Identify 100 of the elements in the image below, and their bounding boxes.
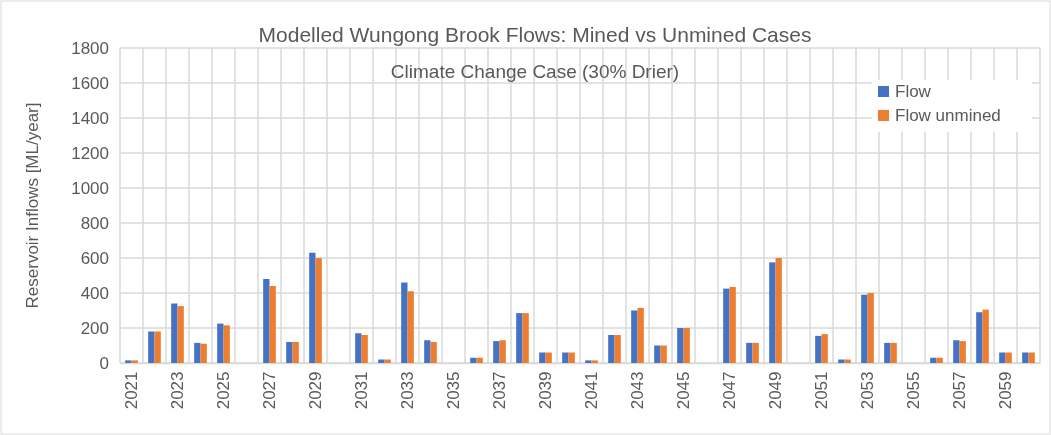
text: Climate Change Case (30% Drier): [390, 61, 680, 82]
bar: [660, 345, 667, 363]
bar: [407, 291, 414, 363]
bar: [148, 331, 155, 363]
bar: [378, 359, 385, 363]
bar: [775, 258, 782, 363]
bar: [125, 360, 132, 363]
bar: [884, 342, 891, 363]
bar: [999, 352, 1006, 363]
x-tick-label: 2027: [259, 371, 279, 410]
bar: [861, 294, 868, 363]
x-tick-label: 2025: [213, 371, 233, 410]
bar: [355, 333, 362, 363]
bar: [890, 342, 897, 363]
bar: [539, 352, 546, 363]
y-tick-label: 800: [80, 213, 109, 233]
legend-label: Flow unmined: [895, 106, 1001, 125]
bar: [867, 293, 874, 363]
y-tick-label: 1600: [71, 73, 109, 93]
bar: [654, 345, 661, 363]
bar: [177, 306, 184, 363]
bar: [769, 262, 776, 363]
bar: [309, 252, 316, 363]
bar: [263, 279, 270, 363]
bar: [1005, 352, 1012, 363]
bar: [361, 335, 368, 363]
x-tick-label: 2021: [121, 371, 141, 410]
bar: [752, 342, 759, 363]
bar: [522, 313, 529, 363]
bar: [493, 341, 500, 363]
bar: [286, 342, 293, 363]
bar: [269, 286, 276, 363]
bar: [499, 340, 506, 363]
bar: [723, 288, 730, 363]
bar: [430, 342, 437, 363]
y-tick-label: 1200: [71, 143, 109, 163]
x-tick-label: 2059: [995, 371, 1015, 410]
x-tick-label: 2031: [351, 371, 371, 410]
y-tick-label: 1400: [71, 108, 109, 128]
legend-label: Flow: [895, 82, 932, 101]
bar: [838, 359, 845, 363]
bar: [568, 352, 575, 363]
x-tick-label: 2035: [443, 371, 463, 410]
x-tick-label: 2039: [535, 371, 555, 410]
bar: [729, 286, 736, 363]
x-tick-label: 2049: [765, 371, 785, 410]
bar: [683, 328, 690, 363]
bar: [631, 310, 638, 363]
bar: [976, 312, 983, 363]
x-tick-label: 2023: [167, 371, 187, 410]
x-tick-label: 2029: [305, 371, 325, 410]
bar: [746, 342, 753, 363]
bar: [815, 335, 822, 363]
bar: [171, 303, 178, 363]
y-tick-label: 400: [80, 283, 109, 303]
bar: [470, 357, 477, 363]
bar: [982, 309, 989, 363]
x-tick-label: 2051: [811, 371, 831, 410]
y-tick-label: 200: [80, 318, 109, 338]
bar: [1028, 352, 1035, 363]
x-tick-label: 2037: [489, 371, 509, 410]
x-tick-label: 2047: [719, 371, 739, 410]
bar: [953, 340, 960, 363]
bar: [936, 357, 943, 363]
bar: [131, 360, 138, 363]
y-tick-label: 1800: [71, 38, 109, 58]
bar: [677, 328, 684, 363]
x-tick-label: 2057: [949, 371, 969, 410]
bar: [401, 282, 408, 363]
bar: [476, 357, 483, 363]
bar: [821, 334, 828, 363]
bar: [194, 342, 201, 363]
bar: [516, 313, 523, 363]
y-tick-label: 1000: [71, 178, 109, 198]
y-tick-label: 0: [99, 353, 109, 373]
bar: [200, 343, 207, 363]
bar: [223, 325, 230, 363]
bar: [591, 360, 598, 363]
x-tick-label: 2041: [581, 371, 601, 410]
bar: [637, 307, 644, 363]
x-tick-label: 2053: [857, 371, 877, 410]
x-tick-label: 2043: [627, 371, 647, 410]
x-tick-label: 2055: [903, 371, 923, 410]
bar: [585, 360, 592, 363]
bar: [959, 341, 966, 363]
bar: [424, 340, 431, 363]
bar: [930, 357, 937, 363]
bar: [217, 323, 224, 363]
bar: [1022, 352, 1029, 363]
bar: [545, 352, 552, 363]
x-tick-label: 2045: [673, 371, 693, 410]
bar: [608, 335, 615, 363]
y-tick-label: 600: [80, 248, 109, 268]
y-axis-title: Reservoir Inflows [ML/year]: [23, 102, 42, 309]
bar: [315, 258, 322, 363]
bar: [154, 331, 161, 363]
bar: [562, 352, 569, 363]
chart-title: Modelled Wungong Brook Flows: Mined vs Unmined Cases: [258, 23, 812, 46]
bar: [614, 335, 621, 363]
x-tick-label: 2033: [397, 371, 417, 410]
